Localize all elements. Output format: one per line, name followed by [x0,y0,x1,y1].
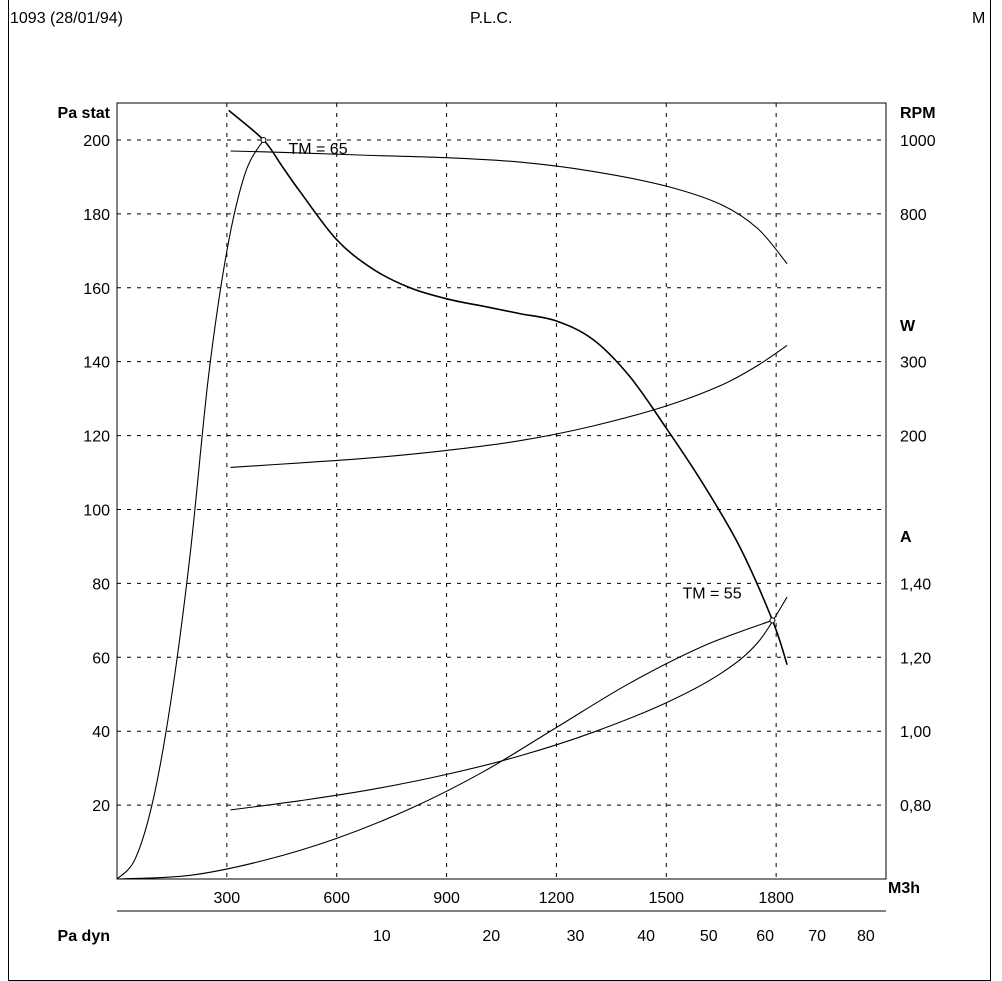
left-tick-label: 60 [92,650,110,667]
x-tick-label: 1500 [648,890,684,907]
x-axis-title: M3h [888,880,920,897]
rpm-curve [230,150,788,265]
left-tick-label: 160 [83,281,110,298]
left-tick-label: 80 [92,576,110,593]
w-axis-title: W [900,318,916,335]
system-curve-flat-curve [116,619,773,880]
curves [116,109,788,880]
rpm-tick-label: 1000 [900,133,936,150]
left-tick-label: 20 [92,798,110,815]
dyn-tick-label: 70 [808,928,826,945]
plot-area-border [116,102,887,880]
left-axis-title: Pa stat [58,105,111,122]
dyn-tick-label: 60 [756,928,774,945]
left-tick-label: 200 [83,133,110,150]
pressure-curve [228,109,788,665]
dyn-tick-label: 10 [373,928,391,945]
markers [260,136,776,624]
x-tick-label: 600 [323,890,350,907]
dyn-tick-label: 40 [637,928,655,945]
w-tick-label: 200 [900,429,927,446]
tm-annotation: TM = 65 [288,141,347,158]
a-tick-label: 1,40 [900,576,931,593]
x-tick-label: 1800 [758,890,794,907]
x-tick-label: 900 [433,890,460,907]
w-tick-label: 300 [900,355,927,372]
current-curve [230,596,788,811]
axes: 20 40 60 80 100 120 140 160 180 200 300 600 900 1200 1… [58,105,936,945]
page-marker: M [972,10,986,27]
x-tick-label: 300 [214,890,241,907]
left-tick-label: 140 [83,355,110,372]
company-name: P.L.C. [470,10,513,27]
operating-point-marker [260,136,267,143]
a-axis-title: A [900,529,912,546]
labels: TM = 65 TM = 55 [288,141,741,602]
system-curve-steep-curve [116,139,264,880]
left-tick-label: 120 [83,429,110,446]
dyn-tick-label: 30 [567,928,585,945]
rpm-axis-title: RPM [900,105,936,122]
dyn-tick-label: 80 [857,928,875,945]
a-tick-label: 1,20 [900,650,931,667]
tm-annotation: TM = 55 [682,585,741,602]
a-tick-label: 1,00 [900,724,931,741]
document-reference: 1093 (28/01/94) [10,10,123,27]
operating-point-marker [769,617,776,624]
chart-grid [117,103,886,879]
x-tick-label: 1200 [539,890,575,907]
a-tick-label: 0,80 [900,798,931,815]
dyn-axis-title: Pa dyn [58,928,110,945]
left-tick-label: 100 [83,502,110,519]
left-tick-label: 180 [83,207,110,224]
rpm-tick-label: 800 [900,207,927,224]
dyn-tick-label: 20 [482,928,500,945]
left-tick-label: 40 [92,724,110,741]
dyn-tick-label: 50 [700,928,718,945]
power-curve [230,344,788,468]
